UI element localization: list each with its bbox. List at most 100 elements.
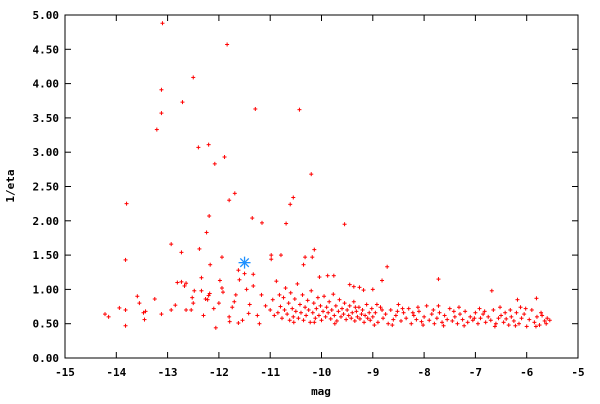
- data-point: [184, 281, 189, 286]
- data-point: [463, 309, 468, 314]
- data-point: [478, 316, 483, 321]
- data-point: [499, 313, 504, 318]
- data-point: [381, 316, 386, 321]
- data-point: [201, 313, 206, 318]
- data-point: [295, 281, 300, 286]
- data-point: [341, 312, 346, 317]
- y-tick-label: 0.50: [33, 318, 60, 331]
- data-point: [415, 305, 420, 310]
- data-point: [357, 316, 362, 321]
- data-point: [142, 317, 147, 322]
- data-point: [309, 288, 314, 293]
- data-point: [313, 316, 318, 321]
- data-point: [369, 306, 374, 311]
- data-point: [316, 313, 321, 318]
- data-point: [374, 302, 379, 307]
- data-point: [378, 305, 383, 310]
- data-point: [182, 283, 187, 288]
- data-point: [301, 262, 306, 267]
- data-point: [431, 307, 436, 312]
- data-point: [207, 213, 212, 218]
- data-point: [498, 305, 503, 310]
- data-point: [154, 127, 159, 132]
- data-point: [304, 313, 309, 318]
- data-point: [452, 314, 457, 319]
- x-tick-label: -15: [55, 366, 75, 379]
- data-point: [206, 293, 211, 298]
- data-point: [227, 198, 232, 203]
- x-tick-label: -10: [312, 366, 332, 379]
- data-point: [227, 319, 232, 324]
- data-point: [179, 279, 184, 284]
- x-tick-label: -9: [366, 366, 379, 379]
- data-point: [331, 273, 336, 278]
- x-tick-label: -8: [417, 366, 430, 379]
- data-point: [290, 306, 295, 311]
- data-point: [522, 312, 527, 317]
- data-point: [221, 290, 226, 295]
- data-point: [286, 301, 291, 306]
- data-point: [388, 307, 393, 312]
- data-point: [253, 106, 258, 111]
- data-point: [345, 307, 350, 312]
- data-point: [409, 321, 414, 326]
- data-point: [232, 299, 237, 304]
- data-point: [230, 305, 235, 310]
- data-point: [236, 268, 241, 273]
- data-point: [356, 305, 361, 310]
- data-point: [386, 321, 391, 326]
- data-point: [169, 242, 174, 247]
- data-point: [213, 325, 218, 330]
- data-point: [255, 313, 260, 318]
- data-point: [501, 320, 506, 325]
- x-tick-label: -5: [571, 366, 584, 379]
- data-point: [309, 172, 314, 177]
- data-point: [354, 309, 359, 314]
- data-point: [365, 316, 370, 321]
- data-point: [475, 321, 480, 326]
- data-point: [227, 314, 232, 319]
- data-point: [472, 316, 477, 321]
- data-point: [496, 316, 501, 321]
- data-point: [527, 317, 532, 322]
- data-point: [367, 310, 372, 315]
- data-point: [401, 310, 406, 315]
- data-point: [106, 314, 111, 319]
- y-axis-label: 1/eta: [4, 169, 17, 202]
- data-point: [251, 283, 256, 288]
- data-point: [175, 280, 180, 285]
- y-tick-label: 0.00: [33, 352, 60, 365]
- data-point: [493, 321, 498, 326]
- data-point: [293, 309, 298, 314]
- data-point: [427, 318, 432, 323]
- data-point: [364, 302, 369, 307]
- data-point: [152, 297, 157, 302]
- data-point: [399, 318, 404, 323]
- data-point: [421, 323, 426, 328]
- data-point: [251, 272, 256, 277]
- data-point: [291, 320, 296, 325]
- data-point: [207, 291, 212, 296]
- data-point: [524, 324, 529, 329]
- data-point: [205, 297, 210, 302]
- data-point: [285, 312, 290, 317]
- data-point: [288, 202, 293, 207]
- data-point: [305, 298, 310, 303]
- data-point: [159, 111, 164, 116]
- data-point: [509, 314, 514, 319]
- data-point: [352, 318, 357, 323]
- data-point: [347, 303, 352, 308]
- data-point: [173, 303, 178, 308]
- data-point: [197, 246, 202, 251]
- data-point: [533, 324, 538, 329]
- data-point: [123, 323, 128, 328]
- data-point: [483, 320, 488, 325]
- data-point: [300, 292, 305, 297]
- data-point: [473, 310, 478, 315]
- data-point: [451, 309, 456, 314]
- data-point: [539, 310, 544, 315]
- data-point: [515, 297, 520, 302]
- data-point: [383, 312, 388, 317]
- data-point: [216, 301, 221, 306]
